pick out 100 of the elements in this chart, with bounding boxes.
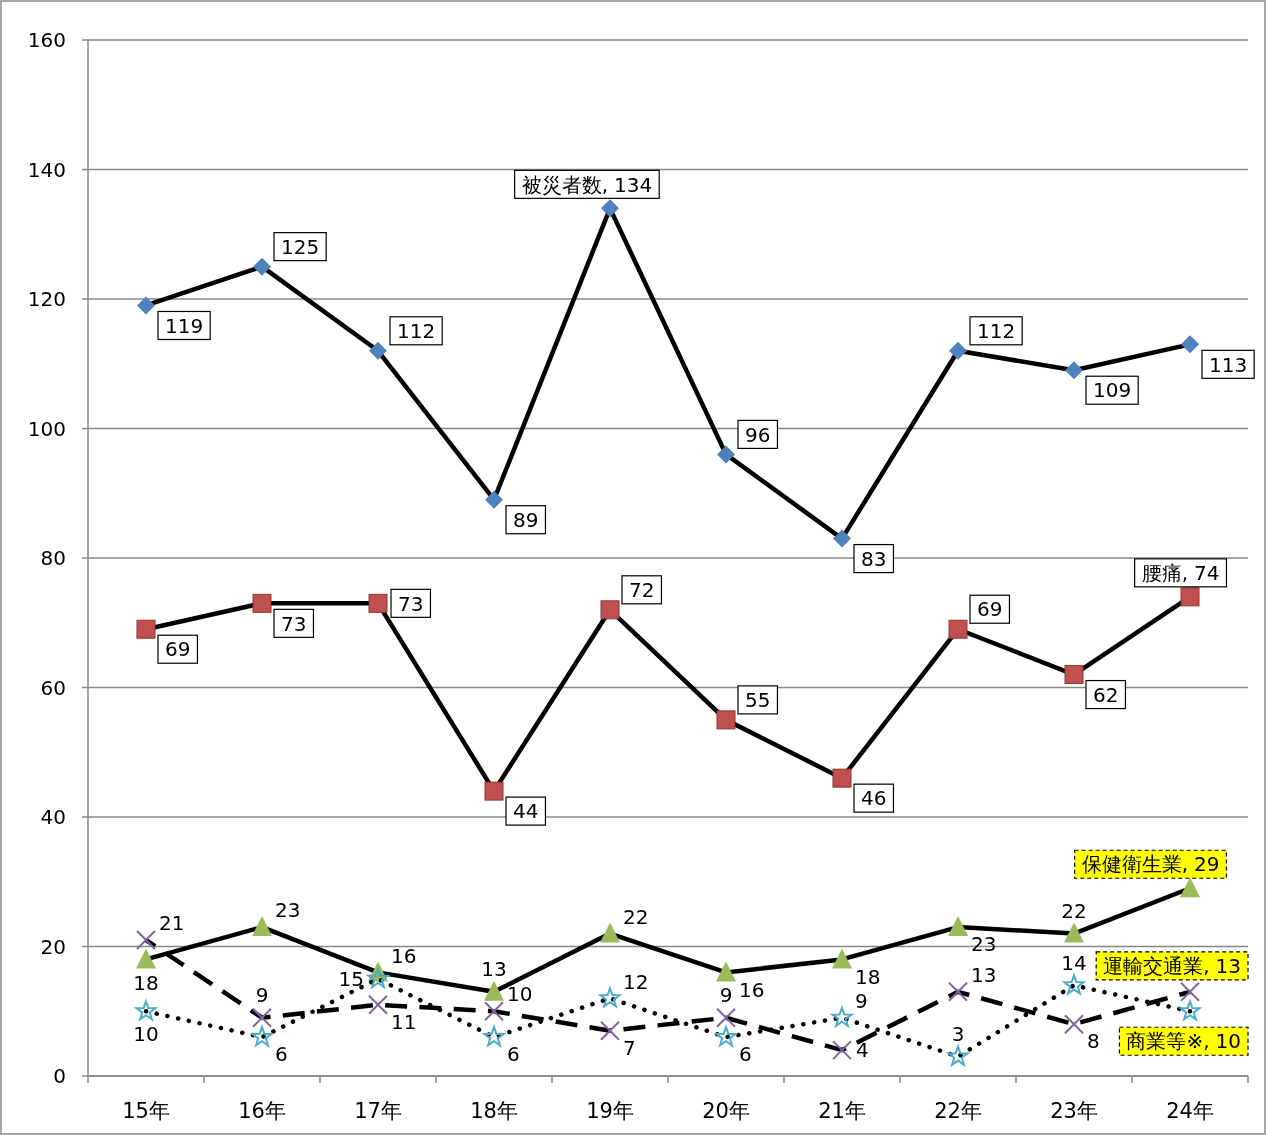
point <box>484 1001 504 1022</box>
data-label: 10 <box>133 1022 159 1047</box>
data-label: 44 <box>513 799 539 824</box>
data-label: 83 <box>861 546 887 571</box>
point <box>251 1026 273 1047</box>
data-label: 3 <box>951 1021 965 1046</box>
point <box>136 948 156 969</box>
point <box>1181 335 1199 354</box>
data-label: 9 <box>719 982 733 1007</box>
data-label: 73 <box>281 611 307 636</box>
data-label: 29 <box>1194 852 1220 877</box>
data-label: 73 <box>398 591 424 616</box>
y-tick-label: 100 <box>27 416 66 441</box>
point <box>1180 587 1200 607</box>
x-tick-label: 21年 <box>818 1099 866 1123</box>
x-tick-label: 17年 <box>354 1099 402 1123</box>
data-label: 72 <box>629 578 655 602</box>
data-label: 119 <box>165 313 204 338</box>
data-label: 6 <box>507 1042 520 1067</box>
y-tick-label: 40 <box>40 805 66 829</box>
annotation: 被災者数, <box>521 172 608 197</box>
x-tick-label: 18年 <box>470 1099 518 1123</box>
point <box>832 768 852 788</box>
x-tick-label: 22年 <box>934 1099 982 1123</box>
point <box>600 922 620 943</box>
data-label: 69 <box>165 637 191 662</box>
point <box>948 916 968 937</box>
data-label: 14 <box>1061 950 1087 975</box>
point <box>1063 974 1085 995</box>
point <box>715 1026 737 1047</box>
data-label: 9 <box>255 982 269 1007</box>
x-tick-label: 24年 <box>1166 1099 1214 1123</box>
x-tick-label: 15年 <box>122 1099 170 1123</box>
point <box>717 445 735 464</box>
point <box>601 199 619 218</box>
data-label: 74 <box>1194 561 1220 586</box>
y-tick-label: 0 <box>53 1064 66 1088</box>
point <box>1179 1000 1201 1021</box>
point <box>1065 361 1083 380</box>
data-label: 22 <box>623 904 649 929</box>
annotation: 運輸交通業, <box>1103 954 1210 979</box>
point <box>716 710 736 730</box>
point <box>600 1020 620 1041</box>
y-tick-label: 20 <box>40 934 66 959</box>
annotation: 腰痛, <box>1141 561 1188 586</box>
data-label: 18 <box>133 970 159 995</box>
point <box>252 593 272 613</box>
point <box>1064 1014 1084 1035</box>
data-label: 23 <box>275 898 301 923</box>
data-label: 10 <box>1215 1029 1241 1054</box>
data-label: 23 <box>971 932 997 957</box>
point <box>484 980 504 1001</box>
point <box>252 916 272 937</box>
data-label: 125 <box>281 234 320 259</box>
data-label: 8 <box>1087 1029 1100 1054</box>
data-label: 7 <box>623 1035 636 1060</box>
point <box>833 529 851 548</box>
point <box>831 1006 853 1027</box>
data-label: 16 <box>739 977 765 1002</box>
data-label: 13 <box>1215 954 1241 979</box>
point <box>136 619 156 639</box>
point <box>253 257 271 276</box>
data-label: 21 <box>159 911 185 936</box>
data-label: 96 <box>745 422 771 447</box>
x-tick-label: 16年 <box>238 1099 286 1123</box>
data-label: 22 <box>1061 898 1087 923</box>
point <box>368 593 388 613</box>
data-label: 12 <box>623 969 649 994</box>
point <box>483 1026 505 1047</box>
data-label: 13 <box>971 963 997 988</box>
data-label: 18 <box>855 964 881 989</box>
y-tick-label: 120 <box>27 287 66 311</box>
data-label: 89 <box>513 507 539 532</box>
point <box>716 1007 736 1028</box>
data-label: 134 <box>614 172 653 197</box>
point <box>136 930 156 951</box>
point <box>832 1040 852 1061</box>
point <box>485 490 503 509</box>
data-label: 69 <box>977 597 1003 622</box>
data-label: 15 <box>338 967 364 992</box>
point <box>832 948 852 969</box>
point <box>1180 981 1200 1002</box>
point <box>135 1000 157 1021</box>
data-label: 9 <box>855 988 868 1013</box>
point <box>367 967 389 988</box>
point <box>137 296 155 315</box>
data-label: 13 <box>481 957 507 982</box>
y-tick-label: 140 <box>27 157 66 182</box>
data-label: 62 <box>1093 682 1119 707</box>
annotation: 保健衛生業, <box>1081 852 1188 877</box>
y-tick-label: 160 <box>27 28 66 52</box>
data-label: 46 <box>861 786 887 811</box>
data-label: 109 <box>1093 378 1132 403</box>
point <box>599 987 621 1008</box>
x-tick-label: 19年 <box>586 1099 634 1123</box>
point <box>600 600 620 620</box>
data-label: 113 <box>1209 352 1248 377</box>
data-label: 4 <box>856 1038 869 1063</box>
x-tick-label: 20年 <box>702 1099 750 1123</box>
point <box>252 1007 272 1028</box>
